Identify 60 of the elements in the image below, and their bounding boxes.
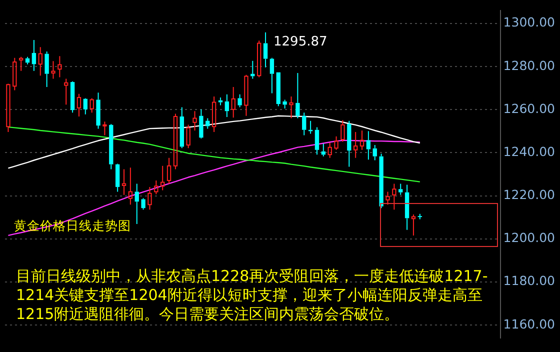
candlestick [180, 106, 184, 149]
candlestick [224, 94, 230, 118]
y-tick-label: 1220.00 [503, 187, 556, 202]
y-tick-label: 1260.00 [503, 100, 556, 116]
candlestick [398, 183, 403, 196]
candlestick [83, 98, 88, 115]
y-tick-label: 1160.00 [503, 316, 556, 332]
candlestick [141, 198, 146, 210]
candlestick [115, 164, 120, 192]
candlestick [353, 132, 358, 158]
candlestick [154, 180, 158, 195]
candlestick [366, 130, 371, 160]
candlestick [372, 144, 377, 161]
candlestick [192, 110, 197, 132]
candlestick [166, 157, 172, 184]
candlestick [58, 56, 62, 78]
candlestick [148, 186, 152, 210]
annotation: 目前日线级别中，从非农高点1228再次受阻回落，一度走低连破1217-1214关键支撑至1204附近得以短时支撑，迎来了小幅连阳反弹走高至1215附近遇阻徘徊。今日需要关注区间内震荡会否破位。 [16, 267, 489, 324]
candlestick [134, 183, 139, 225]
candlestick [256, 40, 262, 78]
candlestick [282, 99, 287, 110]
candlestick [314, 126, 320, 156]
annotation: 1295.87 [274, 34, 328, 50]
candlestick [44, 50, 49, 88]
candlestick [411, 214, 416, 236]
candlestick [347, 120, 352, 168]
candlestick [212, 96, 216, 133]
y-tick-label: 1180.00 [503, 273, 556, 288]
candlestick [109, 124, 114, 170]
candlestick [199, 108, 204, 139]
candlestick [404, 184, 410, 230]
candlestick [231, 86, 236, 118]
candlestick [296, 72, 300, 119]
candlestick [328, 142, 332, 158]
candlestick [38, 46, 42, 76]
candlestick [128, 167, 133, 206]
y-tick-label: 1200.00 [503, 230, 556, 246]
candlestick [102, 121, 107, 136]
candlestick [379, 153, 384, 209]
candlestick [96, 92, 100, 130]
candlestick [18, 56, 24, 72]
candlestick [122, 168, 126, 196]
candlestick [64, 78, 68, 106]
candlestick [386, 191, 390, 206]
candlestick [392, 183, 396, 210]
candlestick [51, 60, 56, 80]
candlestick [418, 213, 422, 220]
candlestick [289, 96, 294, 119]
candlestick [360, 130, 364, 150]
candlestick [32, 40, 36, 72]
candlestick [218, 97, 223, 106]
candlestick [244, 74, 248, 116]
candlestick [160, 165, 165, 191]
y-tick-label: 1300.00 [503, 14, 556, 30]
candlestick [263, 32, 268, 68]
y-tick-label: 1280.00 [503, 58, 556, 73]
y-tick-label: 1240.00 [503, 144, 556, 159]
candlestick [270, 57, 274, 94]
candlestick [302, 112, 306, 136]
candlestick [76, 93, 82, 118]
